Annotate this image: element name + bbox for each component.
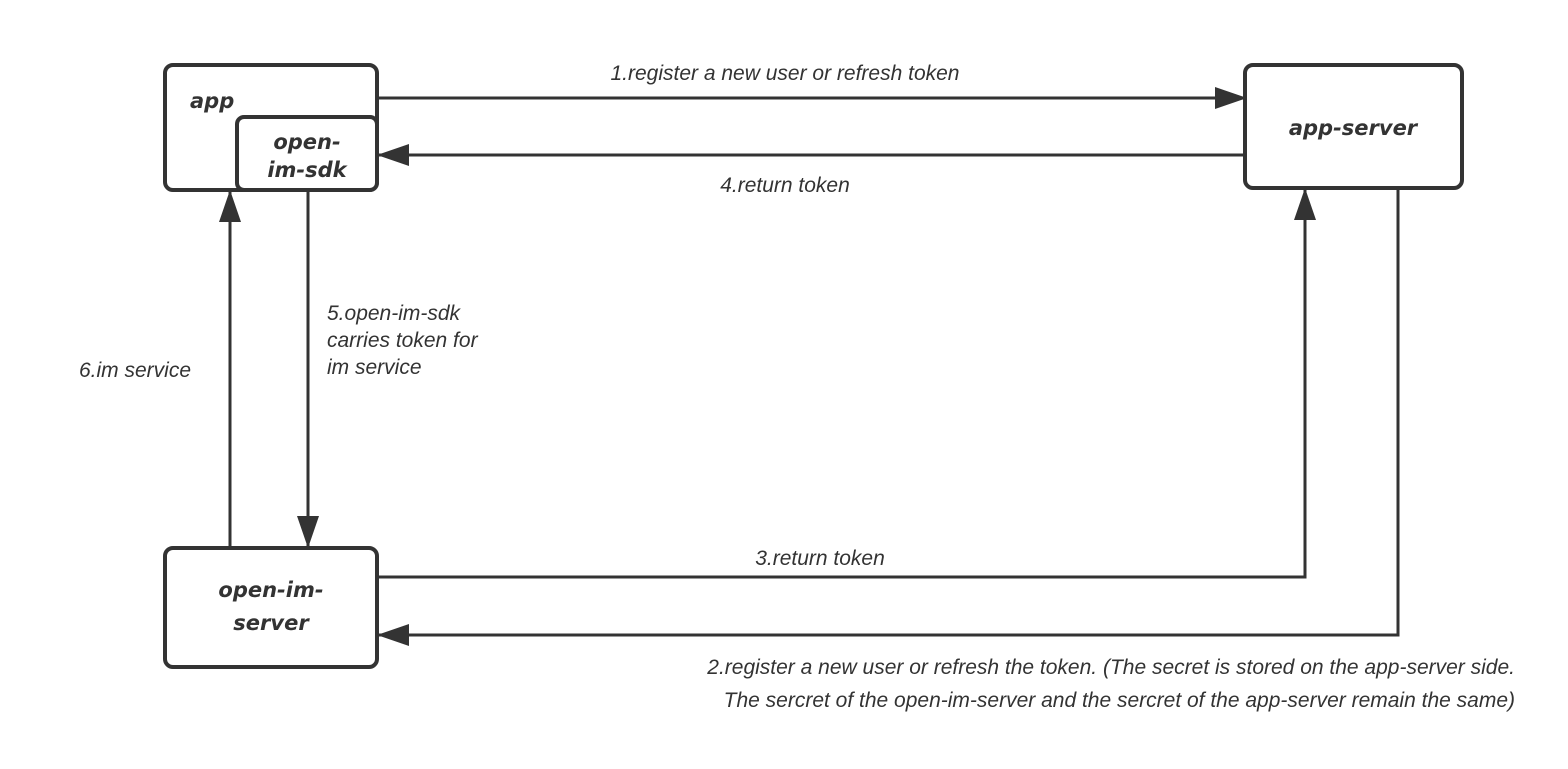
node-open-im-server: open-im- server <box>163 546 379 669</box>
edge-6-label: 6.im service <box>79 359 191 382</box>
node-open-im-sdk: open- im-sdk <box>235 115 379 192</box>
node-app-server-label: app-server <box>1289 116 1419 140</box>
edge-4-label: 4.return token <box>720 174 850 197</box>
edge-1-label: 1.register a new user or refresh token <box>610 62 959 85</box>
node-im-server-label-1: open-im- <box>218 578 323 602</box>
edge-2-arrow <box>377 188 1400 646</box>
edge-3-label: 3.return token <box>755 547 885 570</box>
edge-5-label-3: im service <box>327 356 422 379</box>
node-app-server: app-server <box>1243 63 1464 190</box>
edge-5-label-2: carries token for <box>327 329 479 352</box>
node-sdk-label-2: im-sdk <box>267 158 348 182</box>
node-sdk-label-1: open- <box>273 130 340 154</box>
edge-2-label-1: 2.register a new user or refresh the tok… <box>706 656 1515 679</box>
node-im-server-label-2: server <box>233 611 310 635</box>
edge-3-arrow <box>377 188 1316 579</box>
edge-5-label-1: 5.open-im-sdk <box>327 302 462 325</box>
edge-2-label-2: The sercret of the open-im-server and th… <box>724 689 1515 712</box>
node-app-label: app <box>190 89 234 113</box>
